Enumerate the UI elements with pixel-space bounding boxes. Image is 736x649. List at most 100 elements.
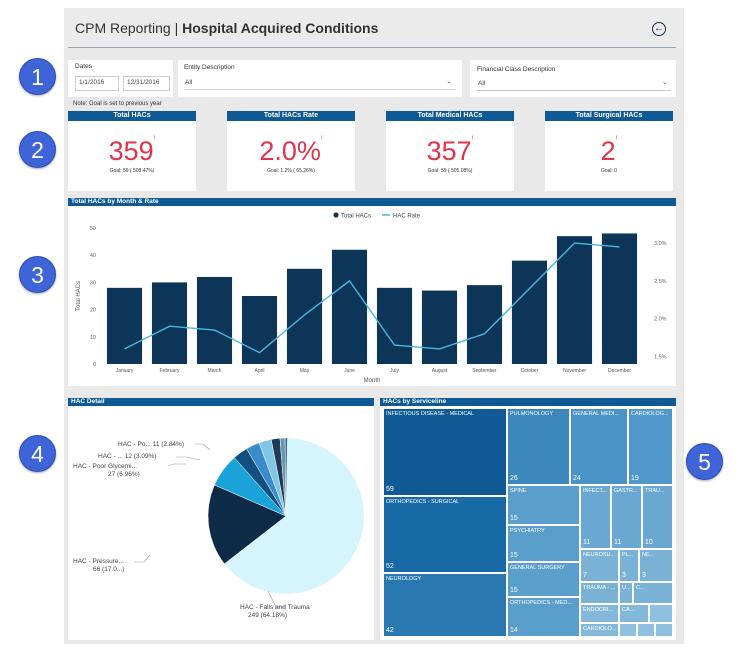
treemap-cell[interactable]: ORTHOPEDICS - SURGICAL 52 — [383, 496, 507, 573]
pie-leader-line — [167, 463, 186, 467]
treemap-cell-value: 7 — [583, 572, 587, 579]
y-tick-label: 30 — [90, 280, 96, 286]
financial-value[interactable]: All — [478, 80, 486, 87]
treemap-cell[interactable]: C... — [633, 582, 673, 604]
x-axis-label: Month — [364, 378, 381, 384]
title-prefix: CPM Reporting | — [75, 20, 183, 36]
bar-january — [106, 287, 143, 364]
kpi-card: Total Medical HACs 357! Goal: 59 ( 505.08%… — [386, 111, 514, 191]
pie-label-hac-po: HAC - Po... 11 (2.84%) — [118, 441, 184, 448]
treemap-cell-label: PULMONOLOGY — [510, 411, 554, 417]
treemap-cell-value: 11 — [583, 539, 591, 546]
treemap-cell[interactable]: TRAU... 10 — [642, 485, 673, 549]
y-tick-label: 20 — [90, 308, 96, 314]
page-title: CPM Reporting | Hospital Acquired Condit… — [75, 20, 378, 36]
bar-september — [466, 285, 503, 364]
kpi-value: 357! — [426, 136, 474, 166]
chevron-down-icon[interactable]: ⌄ — [446, 78, 452, 85]
date-start-input[interactable]: 1/1/2016 — [75, 76, 119, 91]
y-axis-label: Total HACs — [76, 281, 82, 311]
treemap-cell-value: 14 — [510, 627, 518, 634]
bar-december — [601, 233, 638, 364]
treemap-cell-value: 26 — [510, 475, 518, 482]
treemap-cell-label: GENERAL SURGERY — [510, 565, 565, 571]
treemap-cell[interactable]: NE... 3 — [639, 549, 673, 582]
bar-august — [421, 290, 458, 364]
treemap-cell-label: CA... — [622, 607, 635, 613]
treemap-cell-label: PSYCHIATRY — [510, 528, 545, 534]
treemap-cell[interactable]: ENDOCRI... — [580, 604, 619, 623]
kpi-alert-marker: ! — [471, 136, 474, 142]
treemap-cell[interactable]: TRAUMA - ... — [580, 582, 619, 604]
kpi-alert-marker: ! — [615, 136, 618, 142]
bar-march — [196, 276, 233, 364]
chevron-down-icon[interactable]: ⌄ — [662, 79, 668, 86]
treemap-cell[interactable]: GENERAL MEDI... 24 — [570, 408, 628, 485]
treemap-cell-value: 52 — [386, 563, 394, 570]
treemap-cell-label: TRAUMA - ... — [583, 585, 616, 591]
treemap-cell[interactable]: PSYCHIATRY 15 — [507, 525, 580, 562]
date-end-input[interactable]: 12/31/2016 — [123, 76, 170, 91]
treemap-cell-small[interactable] — [637, 623, 655, 637]
y-tick-label: 50 — [90, 226, 96, 232]
treemap-cell[interactable]: PULMONOLOGY 26 — [507, 408, 570, 485]
treemap-cell-label: TRAU... — [645, 488, 665, 494]
kpi-alert-marker: ! — [320, 136, 323, 142]
kpi-title: Total Medical HACs — [386, 111, 514, 121]
entity-underline — [184, 89, 456, 90]
pie-label-poor-glycemic-value: 27 (6.96%) — [108, 471, 140, 478]
treemap-cell[interactable]: CA... — [619, 604, 649, 623]
treemap-cell[interactable]: INFECT... 11 — [580, 485, 611, 549]
kpi-title: Total HACs Rate — [227, 111, 355, 121]
treemap-cell[interactable]: PL... 3 — [619, 549, 639, 582]
hac-detail-title: HAC Detail — [68, 398, 374, 406]
kpi-card: Total Surgical HACs 2! Goal: 0 — [545, 111, 673, 191]
treemap-cell[interactable]: GASTR... 11 — [611, 485, 642, 549]
treemap-cell[interactable]: GENERAL SURGERY 15 — [507, 562, 580, 597]
badge-3: 3 — [19, 256, 56, 293]
kpi-title: Total Surgical HACs — [545, 111, 673, 121]
treemap-cell[interactable]: CARDIOLOG... 19 — [628, 408, 673, 485]
treemap-cell[interactable]: NEUROLOGY 42 — [383, 573, 507, 637]
treemap-cell-value: 11 — [614, 539, 622, 546]
pie-label-hac-12: HAC - ... 12 (3.09%) — [98, 453, 157, 460]
treemap-cell-label: C... — [636, 585, 645, 591]
entity-slicer: Entity Description All ⌄ — [178, 60, 462, 97]
x-tick-label: August — [432, 368, 448, 374]
treemap-cell[interactable]: SPINE 15 — [507, 485, 580, 525]
date-start-value: 1/1/2016 — [79, 79, 105, 86]
legend-marker-total-hacs — [333, 212, 339, 218]
treemap-cell-small[interactable] — [655, 623, 673, 637]
bar-july — [376, 287, 413, 364]
legend-label-hac-rate: HAC Rate — [393, 214, 421, 220]
treemap-cell-value: 24 — [573, 475, 581, 482]
x-tick-label: February — [159, 368, 180, 374]
report-canvas: CPM Reporting | Hospital Acquired Condit… — [64, 8, 684, 644]
y2-tick-label: 2.5% — [654, 279, 667, 285]
treemap-cell[interactable]: NEUROSU... 7 — [580, 549, 619, 582]
x-tick-label: October — [521, 368, 539, 374]
hac-rate-line — [124, 242, 620, 354]
bar-april — [241, 296, 278, 364]
treemap-cell[interactable]: U... — [619, 582, 633, 604]
hac-detail-panel: HAC Detail HAC - Falls and Trauma 249 (64… — [68, 398, 374, 640]
treemap-cell[interactable]: ORTHOPEDICS - MED... 14 — [507, 597, 580, 637]
treemap-cell-value: 15 — [510, 515, 518, 522]
treemap-cell[interactable]: CARDIOLO... — [580, 623, 619, 637]
x-tick-label: July — [390, 368, 399, 374]
treemap-cell-label: GASTR... — [614, 488, 638, 494]
treemap-cell-label: U... — [622, 585, 631, 591]
pie-slice — [284, 437, 288, 517]
bar-may — [286, 268, 323, 364]
treemap-cell-label: NEUROLOGY — [386, 576, 422, 582]
treemap-cell-value: 3 — [642, 572, 646, 579]
treemap-cell-small[interactable] — [649, 604, 673, 623]
entity-value[interactable]: All — [185, 79, 193, 86]
treemap-cell[interactable]: INFECTIOUS DISEASE - MEDICAL 59 — [383, 408, 507, 496]
back-arrow-circle-icon[interactable]: ← — [652, 22, 666, 36]
legend-label-total-hacs: Total HACs — [341, 214, 371, 220]
treemap-cell-small[interactable] — [619, 623, 637, 637]
kpi-value: 359! — [108, 136, 156, 166]
report-header: CPM Reporting | Hospital Acquired Condit… — [64, 8, 684, 48]
month-chart-title: Total HACs by Month & Rate — [68, 198, 676, 206]
